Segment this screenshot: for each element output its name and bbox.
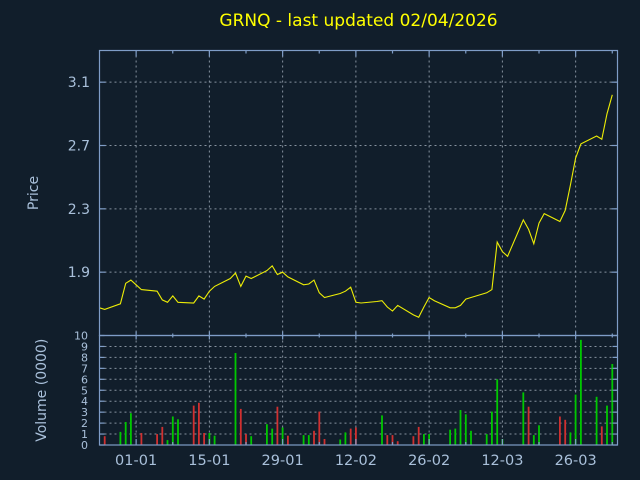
volume-bar xyxy=(464,414,467,445)
volume-bar xyxy=(391,435,394,445)
svg-text:29-01: 29-01 xyxy=(262,453,304,469)
chart-title: GRNQ - last updated 02/04/2026 xyxy=(219,11,498,31)
volume-bar xyxy=(569,432,572,445)
volume-bar xyxy=(600,426,603,445)
svg-text:1: 1 xyxy=(81,428,88,441)
volume-bar xyxy=(496,379,499,445)
volume-bar xyxy=(423,434,425,445)
volume-bar xyxy=(344,432,347,445)
volume-bar xyxy=(454,428,457,445)
svg-text:8: 8 xyxy=(81,351,88,364)
volume-bar xyxy=(234,353,237,445)
x-gridlines xyxy=(135,50,577,445)
volume-bar xyxy=(281,427,284,445)
volume-bar xyxy=(355,427,357,445)
svg-text:15-01: 15-01 xyxy=(188,453,230,469)
svg-text:4: 4 xyxy=(81,395,88,408)
volume-bar xyxy=(564,419,567,445)
svg-text:3.1: 3.1 xyxy=(68,75,90,91)
volume-bar xyxy=(412,436,415,445)
svg-text:6: 6 xyxy=(81,373,88,386)
svg-text:9: 9 xyxy=(81,340,88,353)
volume-bar xyxy=(140,433,143,445)
volume-bar xyxy=(396,441,399,445)
volume-bar xyxy=(595,396,598,445)
volume-bar xyxy=(491,411,493,445)
volume-bar xyxy=(611,364,614,445)
svg-text:10: 10 xyxy=(74,330,88,343)
svg-text:2: 2 xyxy=(81,417,88,430)
volume-bar xyxy=(213,435,216,445)
volume-bar xyxy=(417,426,420,445)
volume-bar xyxy=(166,440,169,445)
price-axis-label: Price xyxy=(26,176,42,210)
volume-bar xyxy=(386,435,389,445)
svg-text:01-01: 01-01 xyxy=(115,453,157,469)
volume-bar xyxy=(245,434,247,445)
volume-gridlines xyxy=(99,345,618,435)
svg-text:2.7: 2.7 xyxy=(68,139,90,155)
volume-bar xyxy=(119,431,122,445)
volume-bar xyxy=(470,430,472,445)
svg-text:3: 3 xyxy=(81,406,88,419)
svg-text:2.3: 2.3 xyxy=(68,202,90,218)
volume-bar xyxy=(198,402,200,445)
volume-bar xyxy=(239,408,242,445)
volume-bar xyxy=(250,436,253,445)
volume-bar xyxy=(339,439,342,445)
volume-bar xyxy=(203,433,205,445)
volume-bar xyxy=(313,430,315,445)
svg-text:1.9: 1.9 xyxy=(68,265,90,281)
svg-text:0: 0 xyxy=(81,439,88,452)
volume-bar xyxy=(580,339,582,445)
volume-bar xyxy=(449,429,451,445)
volume-bar xyxy=(302,435,305,445)
price-tick-labels: 1.9 2.3 2.7 3.1 xyxy=(68,75,90,281)
price-line xyxy=(99,94,613,319)
volume-bar xyxy=(287,435,289,445)
volume-bar xyxy=(538,425,540,445)
svg-text:12-02: 12-02 xyxy=(335,453,377,469)
x-tick-labels: 01-01 15-01 29-01 12-02 26-02 12-03 26-03 xyxy=(115,453,597,469)
volume-bars xyxy=(103,339,614,445)
volume-bar xyxy=(532,435,535,445)
svg-text:12-03: 12-03 xyxy=(481,453,523,469)
svg-text:26-02: 26-02 xyxy=(408,453,450,469)
volume-bar xyxy=(192,405,195,445)
svg-text:5: 5 xyxy=(81,384,88,397)
volume-bar xyxy=(103,436,106,445)
volume-bar xyxy=(527,406,530,445)
volume-bar xyxy=(276,406,279,445)
volume-bar xyxy=(323,439,326,445)
volume-bar xyxy=(161,426,164,445)
volume-bar xyxy=(156,434,158,445)
volume-bar xyxy=(381,415,383,445)
volume-bar xyxy=(307,435,310,445)
volume-bar xyxy=(485,434,488,445)
volume-bar xyxy=(574,394,577,445)
volume-bar xyxy=(266,424,268,445)
volume-bar xyxy=(559,416,561,445)
volume-bar xyxy=(130,413,132,445)
volume-bar xyxy=(177,419,179,445)
volume-bar xyxy=(349,428,352,445)
price-panel xyxy=(98,49,619,337)
volume-bar xyxy=(606,405,608,445)
price-gridlines xyxy=(99,81,618,273)
volume-bar xyxy=(171,416,174,445)
axis-ticks xyxy=(99,50,618,446)
volume-axis-label: Volume (0000) xyxy=(34,339,50,442)
volume-bar xyxy=(318,411,321,445)
volume-bar xyxy=(522,392,525,445)
volume-bar xyxy=(459,410,462,445)
volume-bar xyxy=(271,428,274,445)
volume-bar xyxy=(124,422,127,445)
svg-text:7: 7 xyxy=(81,362,88,375)
svg-text:26-03: 26-03 xyxy=(555,453,597,469)
